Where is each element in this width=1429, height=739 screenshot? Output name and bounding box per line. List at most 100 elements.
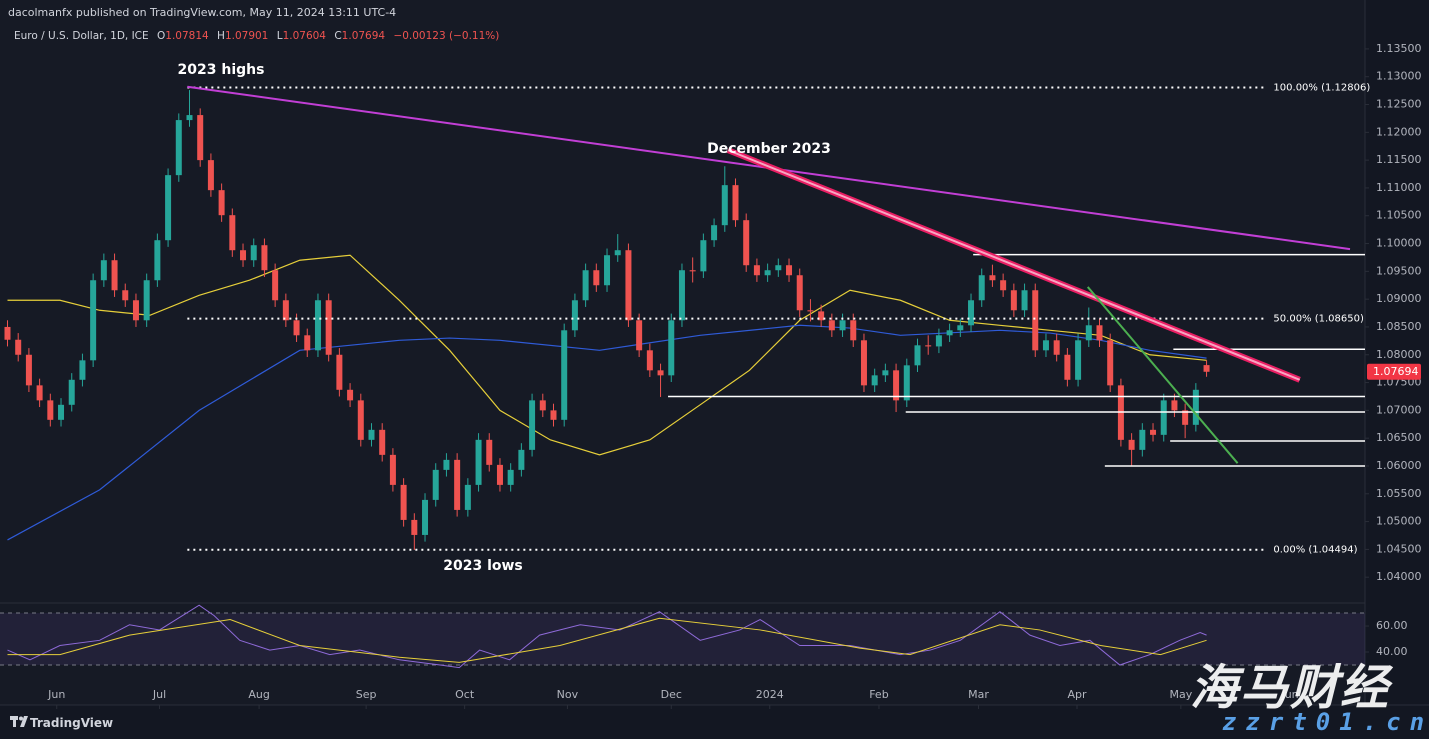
candle-body: [197, 115, 204, 161]
candle-body: [1021, 290, 1028, 311]
candle-body: [828, 320, 835, 331]
x-tick-label: Jul: [152, 688, 166, 701]
y-tick-label: 1.11000: [1376, 181, 1422, 194]
ohlc-key: L: [276, 30, 283, 42]
candle-body: [347, 389, 354, 401]
candle-body: [229, 215, 236, 251]
candle-body: [475, 439, 482, 485]
candle-body: [454, 459, 461, 510]
y-tick-label: 1.12000: [1376, 125, 1422, 138]
candle-body: [336, 354, 343, 390]
y-tick-label: 1.04500: [1376, 542, 1422, 555]
candle-body: [732, 185, 739, 221]
plot-background: [0, 0, 1365, 705]
candle-body: [796, 275, 803, 311]
annotation: 2023 highs: [178, 62, 265, 78]
candle-body: [432, 469, 439, 500]
tv-logo: [10, 716, 28, 727]
ohlc-value: 1.07901: [224, 30, 269, 42]
candle-body: [218, 190, 225, 216]
candle-body: [871, 375, 878, 386]
symbol-line: Euro / U.S. Dollar, 1D, ICE O1.07814 H1.…: [14, 30, 499, 42]
x-tick-label: Oct: [455, 688, 475, 701]
candle-body: [700, 240, 707, 272]
y-tick-label: 1.04000: [1376, 570, 1422, 583]
rsi-band: [0, 613, 1365, 665]
x-tick-label: Nov: [557, 688, 579, 701]
candle-body: [165, 175, 172, 241]
candle-body: [518, 449, 525, 470]
ohlc-value: 1.07814: [165, 30, 209, 42]
candle-body: [614, 250, 621, 256]
candle-body: [839, 320, 846, 331]
candle-body: [914, 345, 921, 366]
candle-body: [411, 519, 418, 535]
y-tick-label: 1.05000: [1376, 515, 1422, 528]
candle-body: [4, 326, 11, 340]
candle-body: [646, 350, 653, 371]
candle-body: [636, 320, 643, 351]
candle-body: [550, 410, 557, 420]
y-tick-label: 1.06500: [1376, 431, 1422, 444]
candle-body: [539, 400, 546, 411]
candle-body: [1192, 389, 1199, 425]
candle-body: [272, 270, 279, 301]
candle-body: [1000, 280, 1007, 291]
candle-body: [143, 280, 150, 321]
candle-body: [882, 370, 889, 376]
candle-body: [368, 429, 375, 440]
candle-body: [935, 335, 942, 347]
x-tick-label: Jun: [47, 688, 65, 701]
x-tick-label: May: [1169, 688, 1192, 701]
candle-body: [593, 270, 600, 286]
candle-body: [25, 354, 32, 386]
candle-body: [818, 311, 825, 321]
candle-body: [1203, 365, 1210, 372]
symbol: Euro / U.S. Dollar, 1D, ICE: [14, 30, 149, 42]
candle-body: [978, 275, 985, 301]
y-tick-label: 1.09500: [1376, 264, 1422, 277]
candle-body: [132, 300, 139, 321]
y-tick-label: 1.10000: [1376, 237, 1422, 250]
y-tick-label: 1.08000: [1376, 348, 1422, 361]
x-tick-label: Mar: [968, 688, 989, 701]
candle-body: [379, 429, 386, 455]
y-tick-label: 1.11500: [1376, 153, 1422, 166]
candle-body: [58, 404, 65, 420]
candle-body: [389, 454, 396, 485]
candle-body: [15, 339, 22, 355]
candle-body: [100, 260, 107, 281]
candle-body: [850, 320, 857, 341]
candle-body: [175, 120, 182, 176]
candle-body: [1096, 325, 1103, 341]
candle-body: [68, 379, 75, 405]
x-tick-label: Jun: [1280, 688, 1298, 701]
candle-body: [571, 300, 578, 331]
candle-body: [240, 250, 247, 261]
candle-body: [860, 340, 867, 386]
candle-body: [604, 255, 611, 286]
candle-body: [122, 290, 129, 301]
candle-body: [893, 370, 900, 401]
candle-body: [1032, 290, 1039, 351]
candle-body: [903, 365, 910, 401]
y-tick-label: 1.10500: [1376, 209, 1422, 222]
rsi-line: [7, 617, 1207, 663]
y-tick-label: 1.13500: [1376, 42, 1422, 55]
candle-body: [325, 300, 332, 355]
moving-average: [7, 254, 1207, 456]
candle-body: [422, 499, 429, 535]
candle-body: [282, 300, 289, 321]
last-price-label: 1.07694: [1373, 365, 1419, 378]
candle-body: [764, 270, 771, 276]
change: −0.00123 (−0.11%): [393, 30, 500, 42]
candle-body: [357, 400, 364, 440]
candle-body: [36, 385, 43, 401]
annotation: December 2023: [707, 141, 831, 157]
candle-body: [989, 275, 996, 281]
candle-body: [1150, 429, 1157, 435]
candle-body: [657, 370, 664, 376]
candle-body: [1042, 340, 1049, 351]
